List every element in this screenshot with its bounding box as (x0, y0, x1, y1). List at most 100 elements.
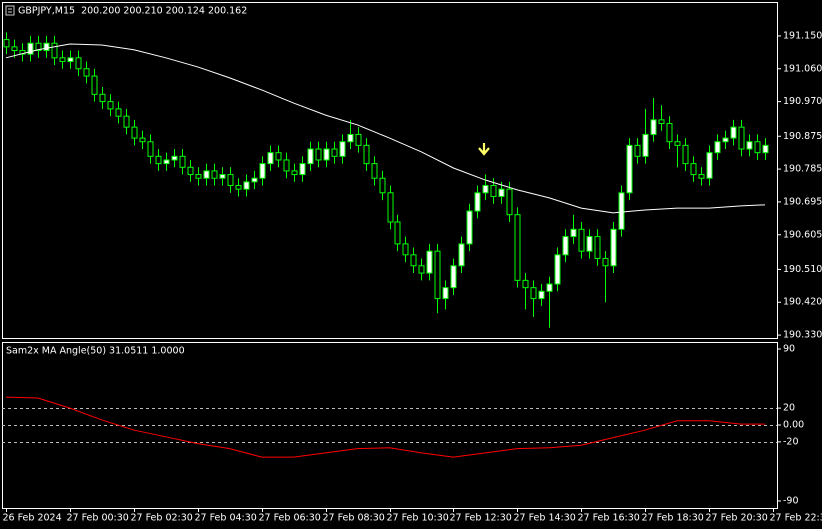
candle-body (434, 250, 441, 300)
candle-body (530, 287, 537, 300)
y-tick-label: 190.970 (783, 96, 822, 107)
candle-body (211, 170, 218, 179)
candle-body (610, 228, 617, 267)
candle-body (578, 228, 585, 252)
candle-body (275, 152, 282, 161)
y-tick-label: 190.420 (783, 297, 822, 308)
chart-title: GBPJPY,M15 200.200 200.210 200.124 200.1… (18, 6, 247, 17)
candle-body (195, 174, 202, 179)
candle-body (147, 141, 154, 157)
candle-body (67, 57, 74, 62)
candle-body (402, 243, 409, 256)
candle-body (51, 42, 58, 59)
candle-body (450, 265, 457, 289)
x-tick-label: 27 Feb 14:30 (514, 513, 576, 524)
candle-body (522, 279, 529, 289)
candle-body (235, 185, 242, 190)
candle-body (538, 290, 545, 300)
y-tick-label: 190.330 (783, 330, 822, 341)
x-tick-label: 27 Feb 10:30 (387, 513, 449, 524)
candle-body (690, 163, 697, 176)
candle-body (139, 137, 146, 143)
candle-body (107, 101, 114, 110)
x-tick-label: 27 Feb 22:30 (770, 513, 822, 524)
candle-body (650, 119, 657, 135)
y-tick-label: 90 (783, 344, 795, 355)
candle-body (27, 42, 34, 55)
candle-body (307, 148, 314, 165)
y-tick-label: -20 (783, 436, 799, 447)
candle-body (394, 221, 401, 245)
y-tick-label: 190.875 (783, 131, 822, 142)
candle-body (123, 115, 130, 128)
y-tick-label: 190.695 (783, 196, 822, 207)
symbol-icon (5, 5, 15, 16)
candle-body (698, 174, 705, 179)
candle-body (442, 287, 449, 300)
x-tick-label: 27 Feb 20:30 (706, 513, 768, 524)
candle-body (714, 141, 721, 154)
x-tick-label: 26 Feb 2024 (3, 513, 62, 524)
y-tick-label: 190.605 (783, 229, 822, 240)
y-tick-label: 20 (783, 403, 795, 414)
candle-body (554, 254, 561, 285)
candle-body (514, 214, 521, 281)
candle-body (323, 148, 330, 161)
moving-average (5, 43, 766, 214)
candle-body (730, 126, 737, 139)
candle-body (155, 155, 162, 165)
candle-body (3, 39, 10, 48)
candle-body (562, 236, 569, 256)
candle-body (586, 236, 593, 252)
candle-body (243, 181, 250, 190)
candle-body (754, 141, 761, 154)
x-tick-label: 27 Feb 04:30 (195, 513, 257, 524)
candle-body (418, 265, 425, 274)
candle-body (658, 119, 665, 124)
x-tick-label: 27 Feb 02:30 (131, 513, 193, 524)
candle-body (602, 257, 609, 267)
candle-body (331, 148, 338, 157)
candle-body (171, 155, 178, 161)
candle-body (219, 174, 226, 179)
candle-body (315, 148, 322, 161)
candle-body (99, 93, 106, 103)
candle-body (291, 170, 298, 176)
candle-body (131, 126, 138, 139)
candle-body (466, 210, 473, 245)
candle-body (618, 192, 625, 230)
candle-body (674, 141, 681, 146)
candle-body (762, 144, 769, 154)
candle-body (43, 42, 50, 52)
candle-body (379, 177, 386, 194)
candle-body (482, 185, 489, 194)
candle-body (115, 108, 122, 117)
x-tick-label: 27 Feb 00:30 (67, 513, 129, 524)
candle-body (251, 177, 258, 183)
main-panel-frame (2, 2, 778, 339)
candle-body (203, 170, 210, 179)
candle-body (426, 250, 433, 274)
candle-body (35, 42, 42, 52)
candle-body (11, 46, 18, 52)
candle-body (371, 163, 378, 179)
candle-body (187, 166, 194, 176)
y-tick-label: 190.785 (783, 164, 822, 175)
signal-arrow (478, 143, 490, 156)
y-tick-label: -90 (783, 495, 799, 506)
candle-body (490, 185, 497, 197)
candle-body (682, 144, 689, 165)
x-tick-label: 27 Feb 12:30 (450, 513, 512, 524)
candle-body (179, 155, 186, 168)
y-tick-label: 191.060 (783, 63, 822, 74)
x-tick-label: 27 Feb 18:30 (642, 513, 704, 524)
candle-body (738, 126, 745, 150)
candle-body (83, 68, 90, 77)
candle-body (387, 192, 394, 223)
candle-body (706, 152, 713, 179)
candle-body (546, 283, 553, 292)
candle-body (506, 188, 513, 216)
indicator-line (5, 396, 766, 458)
